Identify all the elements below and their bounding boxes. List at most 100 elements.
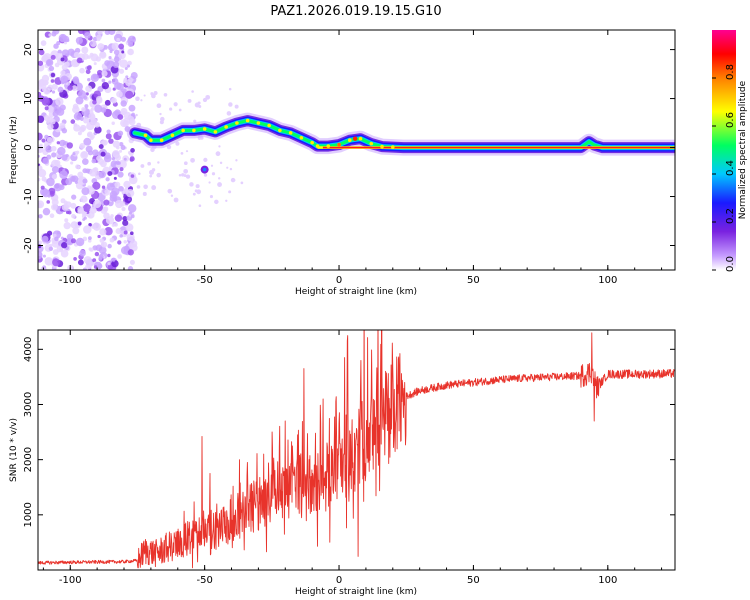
noise-speckle — [85, 92, 89, 96]
noise-speckle — [105, 133, 112, 140]
noise-speckle — [128, 118, 136, 126]
colorbar-tick-label: 0.6 — [725, 112, 736, 128]
noise-speckle — [97, 158, 105, 165]
noise-speckle — [225, 199, 228, 202]
noise-speckle — [210, 164, 214, 167]
noise-speckle — [38, 177, 41, 182]
snr-frame — [37, 329, 676, 571]
noise-speckle — [128, 104, 136, 112]
ridge-peak — [352, 136, 358, 141]
noise-speckle — [62, 168, 66, 172]
snr-series-line — [38, 330, 675, 569]
y-tick-label: 0 — [23, 144, 34, 150]
noise-speckle — [89, 41, 93, 45]
colorbar-tick-label: 0.2 — [725, 208, 736, 224]
noise-speckle — [111, 223, 115, 227]
noise-speckle — [64, 218, 69, 223]
noise-speckle — [83, 225, 92, 234]
noise-speckle — [41, 138, 46, 143]
colorbar-label: Normalized spectral amplitude — [738, 80, 748, 219]
noise-speckle — [209, 195, 214, 199]
noise-speckle — [111, 157, 115, 161]
noise-speckle — [77, 221, 82, 226]
noise-speckle — [100, 151, 106, 157]
noise-speckle — [42, 157, 50, 165]
noise-speckle — [111, 97, 117, 104]
noise-speckle — [118, 51, 126, 60]
noise-speckle — [219, 161, 223, 165]
noise-speckle — [82, 178, 88, 184]
noise-speckle — [156, 172, 161, 178]
noise-speckle — [81, 187, 90, 196]
noise-speckle — [57, 146, 66, 156]
noise-speckle — [104, 60, 111, 66]
noise-speckle — [38, 132, 43, 141]
noise-speckle — [70, 238, 77, 244]
noise-speckle — [90, 107, 95, 111]
noise-speckle — [38, 165, 43, 171]
colorbar-tick-label: 0.8 — [725, 64, 736, 80]
noise-speckle — [46, 200, 51, 204]
noise-speckle — [78, 175, 84, 181]
ridge-peak — [202, 127, 207, 131]
noise-speckle — [125, 79, 133, 87]
noise-speckle — [95, 244, 103, 252]
noise-speckle — [60, 249, 69, 258]
noise-speckle — [178, 174, 182, 177]
noise-speckle — [38, 60, 44, 66]
noise-speckle — [73, 124, 81, 132]
noise-speckle — [112, 87, 116, 91]
noise-speckle — [71, 194, 77, 200]
y-tick-label: 4000 — [23, 337, 34, 362]
noise-speckle — [60, 198, 66, 204]
noise-speckle — [88, 236, 92, 241]
noise-speckle — [52, 110, 59, 117]
ridge-peak — [337, 142, 341, 147]
noise-speckle — [215, 151, 221, 157]
x-tick-label: -50 — [196, 275, 212, 286]
noise-speckle — [130, 174, 135, 178]
noise-speckle — [208, 181, 211, 184]
noise-speckle — [80, 195, 88, 203]
noise-speckle — [72, 76, 79, 83]
noise-speckle — [240, 181, 244, 185]
noise-speckle — [82, 53, 89, 60]
noise-speckle — [111, 257, 116, 262]
noise-speckle — [58, 33, 68, 43]
noise-speckle — [73, 112, 83, 121]
noise-speckle — [77, 90, 87, 99]
noise-speckle — [187, 98, 192, 103]
snr-plot — [38, 330, 675, 569]
noise-speckle — [178, 108, 182, 112]
noise-speckle — [52, 233, 57, 238]
ridge-peak — [380, 144, 384, 149]
y-tick-label: 3000 — [23, 392, 34, 417]
noise-speckle — [138, 172, 141, 176]
noise-speckle — [140, 99, 143, 102]
snr-y-label: SNR (10 * v/v) — [9, 418, 19, 482]
noise-speckle — [74, 180, 78, 184]
noise-speckle — [117, 114, 124, 120]
noise-speckle — [127, 150, 132, 155]
noise-speckle — [97, 234, 101, 239]
noise-speckle — [44, 257, 53, 266]
noise-speckle — [64, 61, 70, 68]
noise-speckle — [123, 239, 128, 244]
noise-speckle — [156, 103, 162, 109]
noise-speckle — [94, 121, 100, 128]
noise-speckle — [198, 104, 202, 109]
noise-speckle — [107, 243, 112, 249]
x-tick-label: 0 — [336, 575, 342, 586]
noise-speckle — [91, 223, 97, 229]
noise-speckle — [117, 130, 124, 137]
noise-speckle — [197, 101, 201, 105]
noise-speckle — [73, 257, 77, 261]
y-tick-label: -10 — [23, 188, 34, 204]
noise-speckle — [107, 253, 111, 258]
noise-speckle — [63, 144, 67, 149]
noise-speckle — [151, 93, 156, 99]
noise-speckle — [116, 90, 123, 98]
noise-speckle — [126, 233, 135, 242]
x-tick-label: 50 — [467, 275, 480, 286]
noise-speckle — [113, 56, 120, 63]
